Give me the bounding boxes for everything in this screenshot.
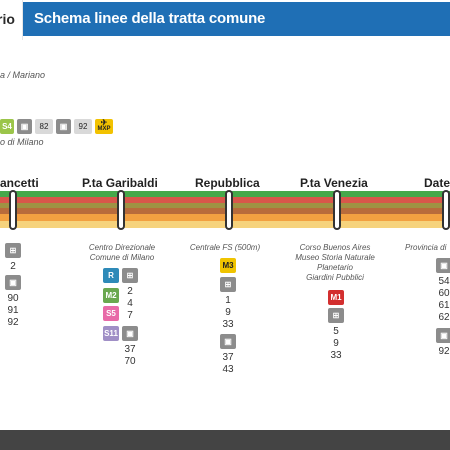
station-marker[interactable] [333,190,341,230]
tram-line: 5 [333,326,339,337]
header: rio Schema linee della tratta comune [0,0,450,40]
bus-icon: ▣ [436,328,450,343]
page-title: Schema linee della tratta comune [34,10,266,27]
station-marker[interactable] [442,190,450,230]
tram-line: 33 [222,319,234,330]
tab-prev-label: rio [0,11,15,27]
airplane-icon: ✈ MXP [95,118,113,134]
area-note: Corso Buenos Aires Museo Storia Naturale P… [295,243,375,282]
bus-line: 37 [222,352,234,363]
station-marker[interactable] [9,190,17,230]
bus-icon: ▣ [436,258,450,273]
bus-line: 92 [438,346,450,357]
tram-line: 9 [225,307,231,318]
legend-note: o di Milano [0,137,44,147]
tram-line: 7 [127,310,133,321]
bus-icon: ▣ [56,118,71,134]
bus-line-92: 92 [74,118,92,134]
station-label: Date [424,176,450,190]
station-marker[interactable] [117,190,125,230]
tram-line: 33 [330,350,342,361]
bus-icon: ▣ [220,334,236,349]
tram-icon: ⊞ [328,308,344,323]
bus-line: 37 [124,344,136,355]
tram-line: 2 [10,261,16,272]
m2-badge: M2 [103,288,119,303]
s5-badge: S5 [103,306,119,321]
tram-icon: ⊞ [5,243,21,258]
bus-line: 43 [222,364,234,375]
area-note: Centrale FS (500m) [189,243,261,252]
route-subline: a / Mariano [0,70,46,80]
m1-badge: M1 [328,290,344,305]
bus-line: 60 [438,288,450,299]
bus-line: 61 [438,300,450,311]
bus-line: 90 [7,293,19,304]
bus-icon: ▣ [17,118,32,134]
footer-bar [0,430,450,450]
tram-line: 4 [127,298,133,309]
title-bar: Schema linee della tratta comune [23,2,450,36]
area-note: Centro Direzionale Comune di Milano [88,243,156,262]
station-marker[interactable] [225,190,233,230]
station-label: Repubblica [195,176,260,190]
tram-icon: ⊞ [220,277,236,292]
tram-line: 2 [127,286,133,297]
bus-icon: ▣ [5,275,21,290]
area-note: Provincia di [405,243,447,252]
bus-line: 62 [438,312,450,323]
bus-icon: ▣ [122,326,138,341]
m3-badge: M3 [220,258,236,273]
bus-line: 92 [7,317,19,328]
station-label: ancetti [0,176,39,190]
rail-r-badge: R [103,268,119,283]
bus-line: 70 [124,356,136,367]
s4-badge: S4 [0,118,14,134]
bus-line-82: 82 [35,118,53,134]
s11-badge: S11 [103,326,119,341]
legend: S4 ▣ 82 ▣ 92 ✈ MXP [0,118,113,134]
tab-prev[interactable]: rio [0,0,23,40]
tram-line: 9 [333,338,339,349]
station-label: P.ta Garibaldi [82,176,158,190]
bus-line: 91 [7,305,19,316]
tram-icon: ⊞ [122,268,138,283]
bus-line: 54 [438,276,450,287]
tram-line: 1 [225,295,231,306]
station-label: P.ta Venezia [300,176,368,190]
